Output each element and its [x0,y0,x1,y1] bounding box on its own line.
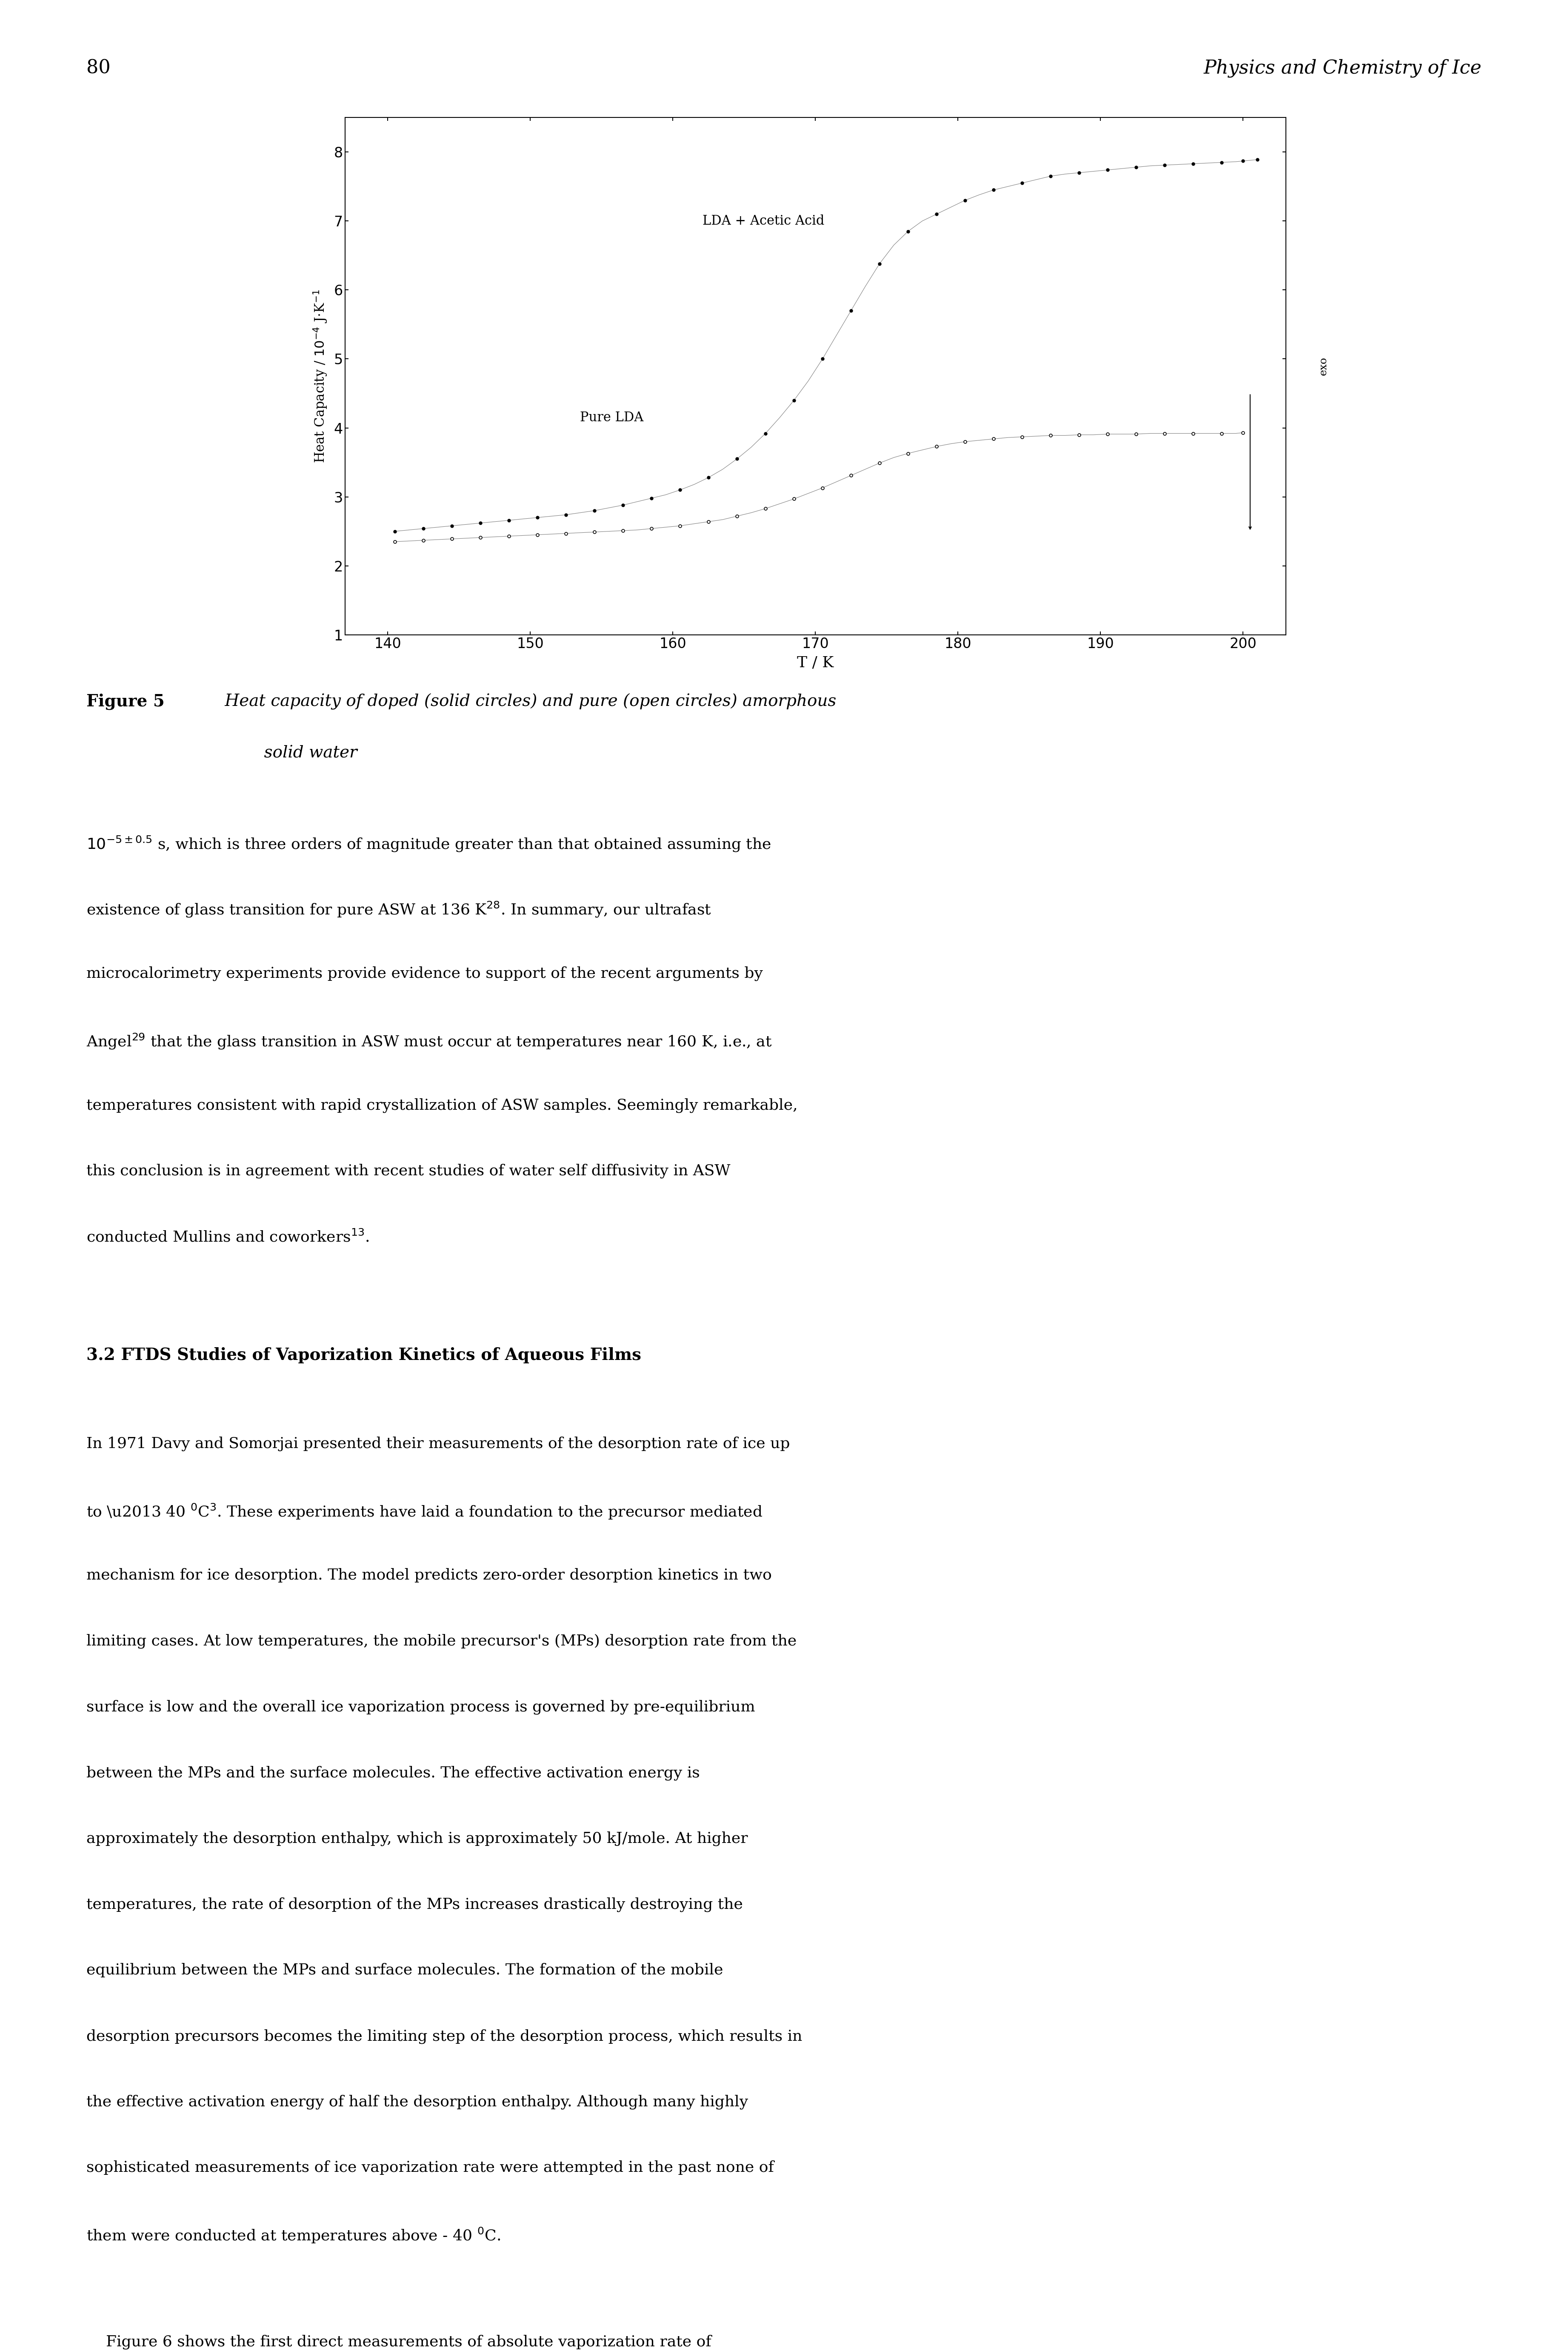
Text: 80: 80 [86,59,110,78]
Y-axis label: Heat Capacity / $10^{-4}$ J$\cdot$K$^{-1}$: Heat Capacity / $10^{-4}$ J$\cdot$K$^{-1… [312,289,329,463]
Text: $10^{-5\pm0.5}$ s, which is three orders of magnitude greater than that obtained: $10^{-5\pm0.5}$ s, which is three orders… [86,835,771,853]
Text: Figure 6 shows the first direct measurements of absolute vaporization rate of: Figure 6 shows the first direct measurem… [86,2335,712,2349]
Text: Figure 5: Figure 5 [86,694,165,710]
Text: 3.2 FTDS Studies of Vaporization Kinetics of Aqueous Films: 3.2 FTDS Studies of Vaporization Kinetic… [86,1347,641,1364]
Text: surface is low and the overall ice vaporization process is governed by pre-equil: surface is low and the overall ice vapor… [86,1700,754,1714]
Text: Angel$^{29}$ that the glass transition in ASW must occur at temperatures near 16: Angel$^{29}$ that the glass transition i… [86,1032,771,1051]
Text: them were conducted at temperatures above - 40 $^0$C.: them were conducted at temperatures abov… [86,2226,500,2245]
Text: LDA + Acetic Acid: LDA + Acetic Acid [702,214,825,228]
Text: Heat capacity of doped (solid circles) and pure (open circles) amorphous: Heat capacity of doped (solid circles) a… [220,694,836,710]
Text: existence of glass transition for pure ASW at 136 K$^{28}$. In summary, our ultr: existence of glass transition for pure A… [86,900,712,919]
Text: temperatures consistent with rapid crystallization of ASW samples. Seemingly rem: temperatures consistent with rapid cryst… [86,1098,798,1112]
Text: between the MPs and the surface molecules. The effective activation energy is: between the MPs and the surface molecule… [86,1766,699,1780]
Text: sophisticated measurements of ice vaporization rate were attempted in the past n: sophisticated measurements of ice vapori… [86,2161,775,2175]
Text: to \u2013 40 $^0$C$^3$. These experiments have laid a foundation to the precurso: to \u2013 40 $^0$C$^3$. These experiment… [86,1502,762,1521]
Text: In 1971 Davy and Somorjai presented their measurements of the desorption rate of: In 1971 Davy and Somorjai presented thei… [86,1436,790,1451]
Text: mechanism for ice desorption. The model predicts zero-order desorption kinetics : mechanism for ice desorption. The model … [86,1568,771,1582]
Text: temperatures, the rate of desorption of the MPs increases drastically destroying: temperatures, the rate of desorption of … [86,1897,743,1911]
Text: approximately the desorption enthalpy, which is approximately 50 kJ/mole. At hig: approximately the desorption enthalpy, w… [86,1831,748,1846]
Text: equilibrium between the MPs and surface molecules. The formation of the mobile: equilibrium between the MPs and surface … [86,1963,723,1977]
Text: this conclusion is in agreement with recent studies of water self diffusivity in: this conclusion is in agreement with rec… [86,1164,731,1178]
Text: exo: exo [1319,357,1328,376]
Text: limiting cases. At low temperatures, the mobile precursor's (MPs) desorption rat: limiting cases. At low temperatures, the… [86,1634,797,1648]
Text: solid water: solid water [227,745,358,762]
Text: Physics and Chemistry of Ice: Physics and Chemistry of Ice [1204,59,1482,78]
Text: conducted Mullins and coworkers$^{13}$.: conducted Mullins and coworkers$^{13}$. [86,1230,368,1246]
Text: desorption precursors becomes the limiting step of the desorption process, which: desorption precursors becomes the limiti… [86,2029,803,2043]
X-axis label: T / K: T / K [797,656,834,670]
Text: the effective activation energy of half the desorption enthalpy. Although many h: the effective activation energy of half … [86,2095,748,2109]
Text: Pure LDA: Pure LDA [580,411,644,423]
Text: microcalorimetry experiments provide evidence to support of the recent arguments: microcalorimetry experiments provide evi… [86,966,762,980]
